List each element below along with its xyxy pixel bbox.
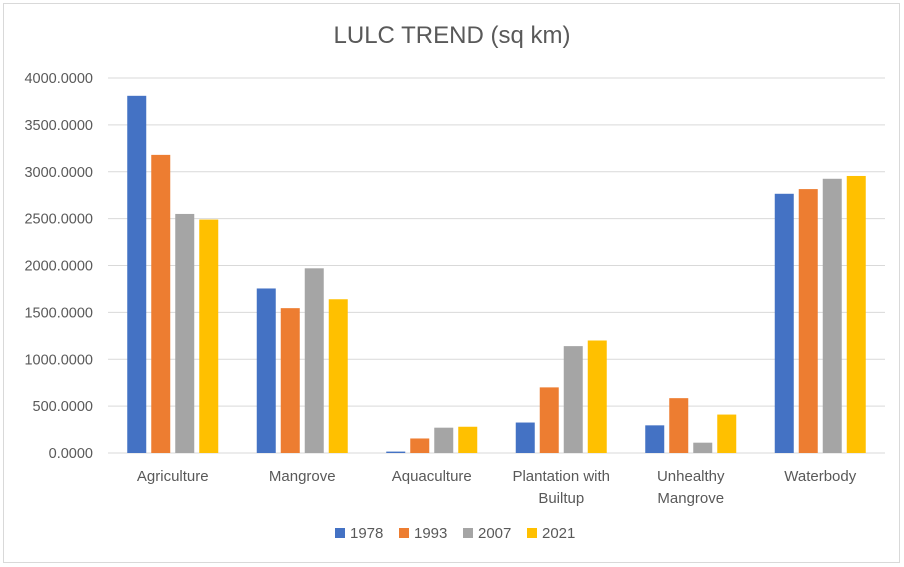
bar-2021-4 [717, 414, 737, 453]
legend-label-1993: 1993 [414, 525, 447, 542]
bar-2021-0 [199, 219, 219, 453]
bar-2007-5 [822, 178, 842, 453]
legend-label-2021: 2021 [542, 525, 575, 542]
bar-1993-0 [151, 154, 171, 453]
bar-1993-2 [410, 438, 430, 453]
bar-1978-2 [386, 451, 406, 453]
y-tick-label: 1000.0000 [24, 352, 93, 368]
bar-2007-1 [304, 268, 324, 453]
y-tick-label: 1500.0000 [24, 305, 93, 321]
y-tick-label: 2500.0000 [24, 212, 93, 228]
bar-1978-3 [515, 422, 535, 453]
y-tick-label: 500.0000 [33, 399, 93, 415]
bar-2007-3 [563, 346, 583, 453]
y-tick-label: 3000.0000 [24, 165, 93, 181]
legend-label-1978: 1978 [350, 525, 383, 542]
bar-2007-2 [434, 427, 454, 453]
x-tick-label: Mangrove [269, 468, 336, 485]
chart-title: LULC TREND (sq km) [333, 22, 571, 49]
y-tick-label: 2000.0000 [24, 259, 93, 275]
x-tick-label: Aquaculture [392, 468, 472, 485]
bar-1993-3 [539, 387, 559, 453]
x-tick-label: Waterbody [784, 468, 856, 485]
legend-swatch-1978 [335, 528, 345, 538]
x-tick-label: Plantation with Builtup [512, 468, 610, 507]
bar-2007-4 [693, 442, 713, 453]
bar-2007-0 [175, 213, 195, 453]
y-tick-label: 0.0000 [49, 446, 93, 462]
bar-1978-1 [256, 288, 276, 453]
bar-1978-0 [127, 95, 147, 453]
bar-1993-1 [280, 308, 300, 453]
x-tick-label: Agriculture [137, 468, 209, 485]
bar-1993-4 [669, 398, 689, 453]
bar-2021-1 [328, 299, 348, 453]
legend-label-2007: 2007 [478, 525, 511, 542]
legend-swatch-2021 [527, 528, 537, 538]
bar-2021-5 [846, 175, 866, 453]
legend-swatch-1993 [399, 528, 409, 538]
bar-1978-4 [645, 425, 665, 453]
bar-2021-3 [587, 340, 607, 453]
bar-1993-5 [798, 189, 818, 453]
legend-swatch-2007 [463, 528, 473, 538]
bar-2021-2 [458, 426, 478, 453]
y-tick-label: 4000.0000 [24, 71, 93, 87]
bar-1978-5 [774, 193, 794, 453]
y-tick-label: 3500.0000 [24, 118, 93, 134]
x-tick-label: Unhealthy Mangrove [657, 468, 725, 507]
